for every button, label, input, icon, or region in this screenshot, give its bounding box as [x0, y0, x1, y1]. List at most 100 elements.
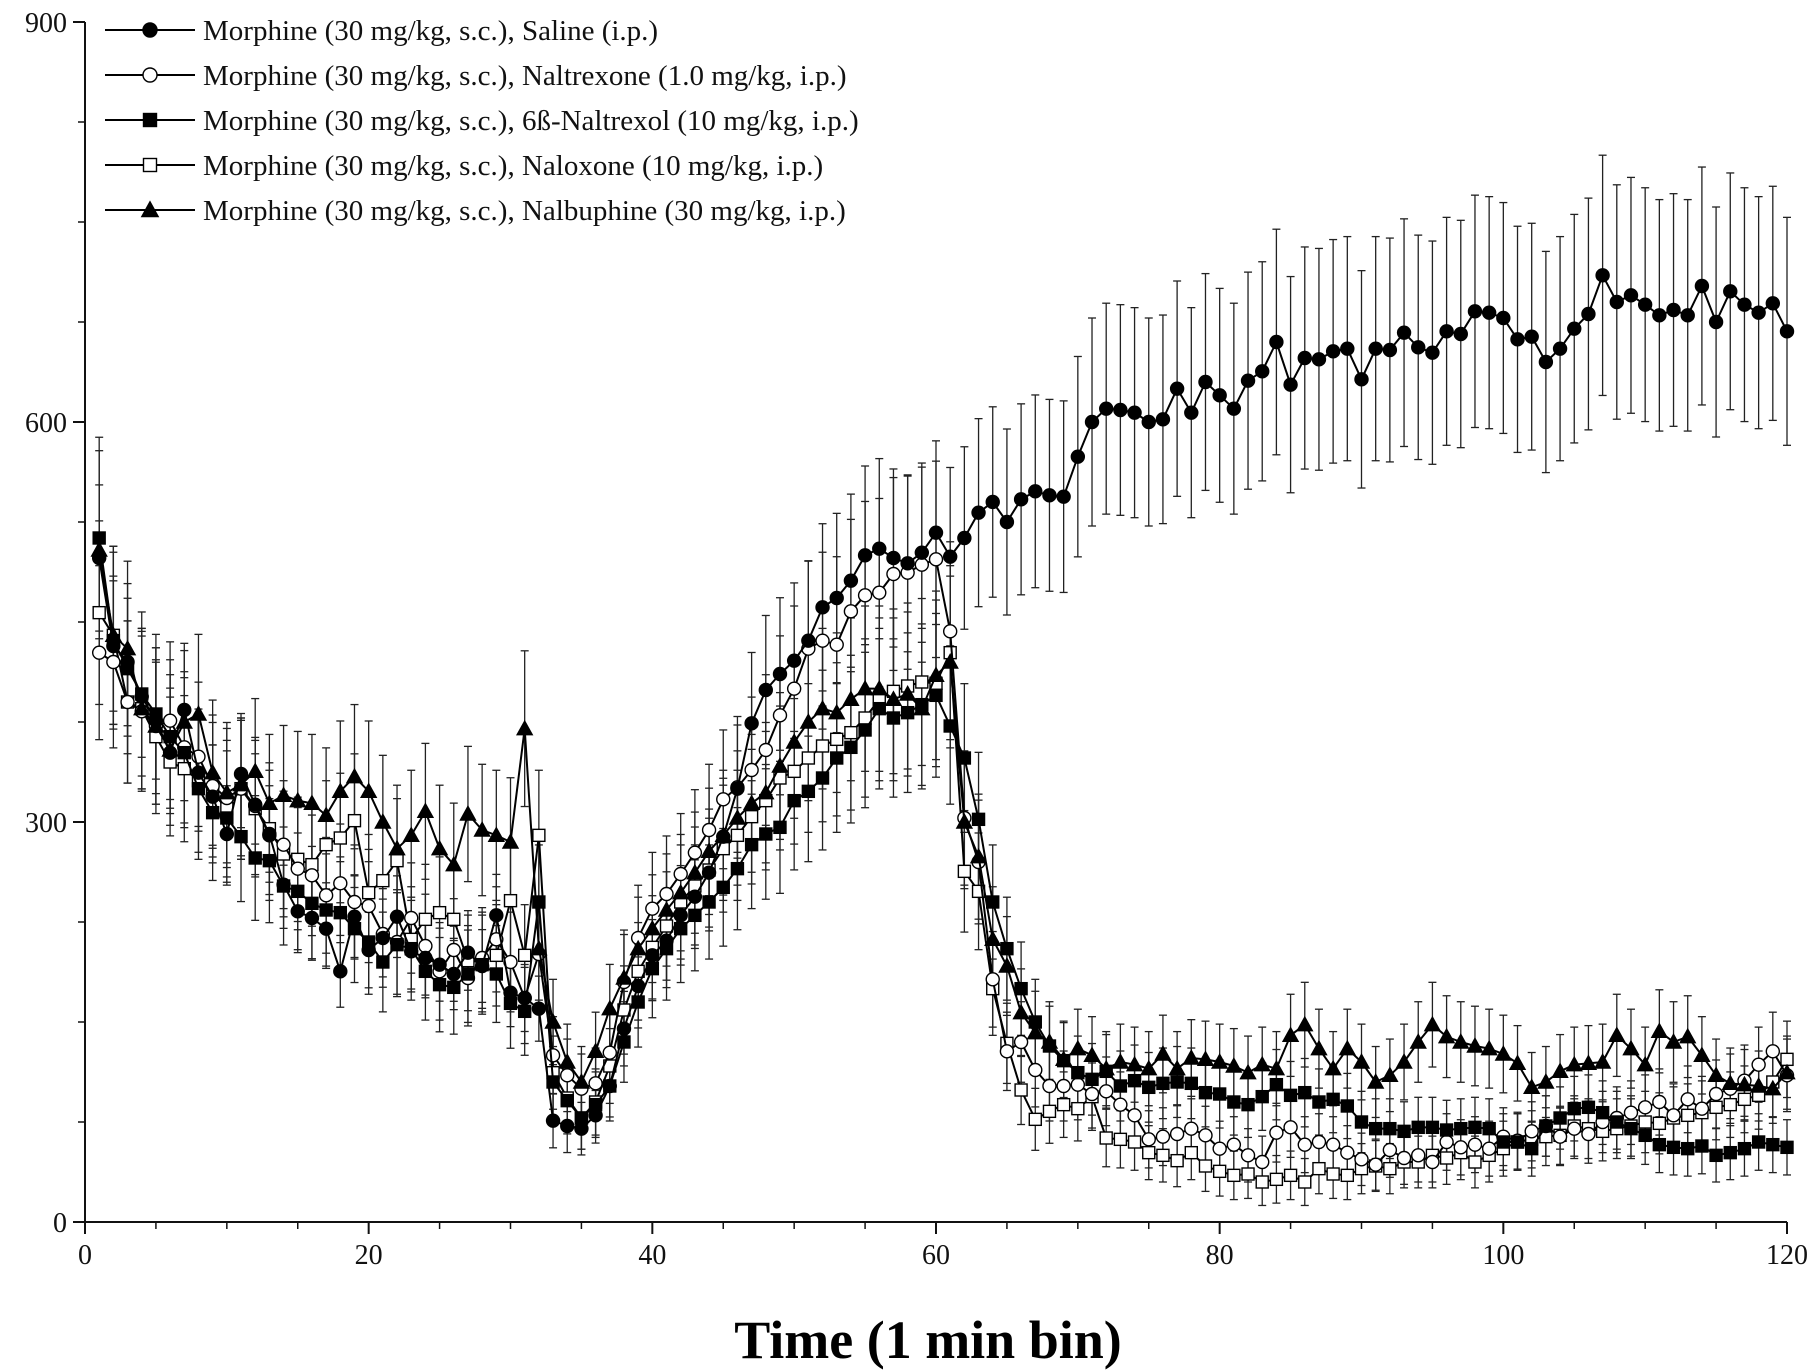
data-point: [1127, 1135, 1142, 1149]
data-point: [1694, 278, 1710, 294]
data-point: [1354, 1152, 1369, 1167]
data-point: [1298, 1085, 1312, 1100]
data-point: [446, 966, 461, 982]
data-point: [830, 732, 844, 747]
data-point: [630, 978, 646, 994]
legend-label: Morphine (30 mg/kg, s.c.), 6ß-Naltrexol …: [203, 105, 859, 137]
data-point: [120, 654, 135, 670]
data-point: [843, 573, 859, 588]
data-point: [1198, 1159, 1213, 1173]
data-point: [730, 861, 745, 876]
data-point: [1013, 1034, 1029, 1050]
data-point: [1510, 1135, 1525, 1149]
data-point: [673, 908, 688, 923]
data-point: [1510, 332, 1525, 347]
data-point: [1567, 1101, 1581, 1116]
data-point: [106, 654, 121, 670]
data-point: [545, 1048, 561, 1063]
data-point: [602, 1045, 617, 1060]
data-point: [1226, 401, 1242, 416]
legend-marker: [142, 22, 158, 38]
data-point: [503, 985, 518, 1000]
data-point: [262, 826, 277, 842]
data-point: [1340, 341, 1355, 356]
data-point: [1182, 1049, 1200, 1065]
data-point: [1721, 1074, 1739, 1091]
data-point: [560, 1093, 574, 1108]
data-point: [1779, 324, 1795, 339]
data-point: [1537, 1073, 1555, 1089]
data-point: [1681, 1108, 1695, 1123]
data-point: [447, 980, 461, 995]
data-point: [177, 745, 191, 760]
data-point: [1283, 377, 1298, 392]
data-point: [1297, 1137, 1312, 1152]
data-point: [1240, 373, 1256, 388]
data-point: [304, 868, 320, 883]
data-point: [1468, 1155, 1482, 1169]
data-point: [1453, 326, 1468, 342]
data-point: [1636, 1055, 1654, 1072]
data-point: [305, 896, 319, 911]
x-axis-label: Time (1 min bin): [734, 1310, 1122, 1370]
data-point: [1551, 1062, 1569, 1079]
data-point: [716, 829, 731, 844]
data-point: [432, 905, 447, 920]
series-1-error-bars: [95, 154, 1791, 1156]
data-point: [1354, 1115, 1369, 1129]
data-point: [1694, 1101, 1710, 1116]
data-point: [432, 977, 447, 992]
data-point: [701, 822, 717, 838]
data-point: [1453, 1140, 1468, 1155]
data-point: [984, 930, 1002, 947]
data-point: [1283, 1088, 1298, 1103]
legend-marker: [142, 112, 158, 128]
data-point: [545, 1113, 561, 1128]
legend-item: Morphine (30 mg/kg, s.c.), 6ß-Naltrexol …: [105, 105, 859, 137]
data-point: [1026, 1023, 1044, 1040]
data-point: [787, 793, 801, 808]
series-3: [92, 531, 1794, 1163]
data-point: [1014, 1083, 1028, 1097]
data-point: [1765, 1044, 1781, 1059]
data-point: [1368, 1121, 1383, 1136]
data-point: [843, 604, 859, 619]
data-point: [544, 1013, 562, 1029]
data-point: [1411, 340, 1426, 355]
data-point: [474, 958, 490, 974]
data-point: [844, 740, 858, 755]
data-point: [688, 908, 702, 923]
data-point: [830, 751, 844, 765]
data-point: [1070, 449, 1086, 464]
data-point: [701, 865, 717, 880]
data-point: [1751, 1135, 1766, 1149]
data-point: [815, 739, 830, 753]
data-point: [276, 877, 291, 892]
data-point: [1154, 1045, 1172, 1061]
data-point: [1567, 1121, 1582, 1136]
data-point: [1071, 1101, 1085, 1116]
data-point: [1028, 1112, 1042, 1127]
data-point: [1593, 1053, 1612, 1069]
data-point: [1709, 1148, 1723, 1163]
legend-marker: [142, 157, 158, 173]
data-point: [773, 820, 787, 835]
data-point: [1028, 484, 1043, 499]
data-point: [1508, 1054, 1527, 1071]
data-point: [1281, 1026, 1300, 1043]
data-point: [1168, 1059, 1186, 1076]
data-point: [1609, 294, 1625, 310]
data-point: [487, 826, 506, 843]
x-tick-label: 60: [922, 1240, 950, 1271]
data-point: [501, 833, 520, 849]
data-point: [1454, 1121, 1468, 1136]
data-point: [247, 797, 263, 812]
data-point: [730, 781, 745, 796]
data-point: [402, 826, 420, 843]
data-point: [1111, 1053, 1130, 1069]
data-point: [234, 829, 248, 844]
data-point: [886, 550, 901, 566]
data-point: [447, 912, 461, 927]
legend: Morphine (30 mg/kg, s.c.), Saline (i.p.)…: [105, 15, 859, 227]
